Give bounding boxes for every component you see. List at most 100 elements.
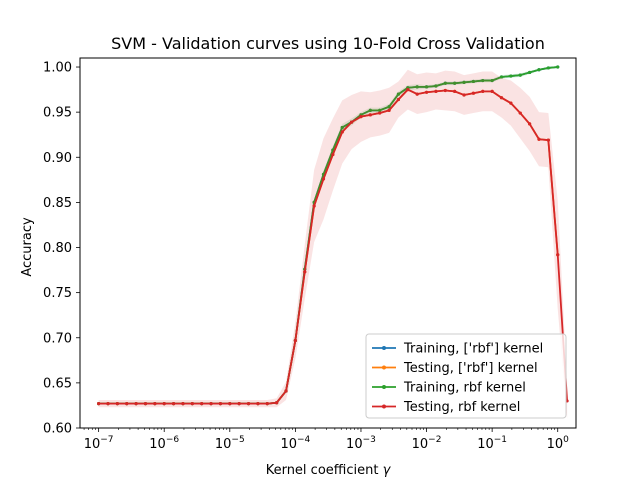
series-3-point bbox=[481, 89, 485, 93]
series-2-point bbox=[453, 81, 457, 85]
series-3-point bbox=[359, 115, 363, 119]
x-tick-label-base: 10 bbox=[547, 437, 564, 452]
x-tick-label-exponent: −7 bbox=[100, 435, 113, 445]
x-tick-label-base: 10 bbox=[346, 437, 363, 452]
x-tick-label-exponent: −1 bbox=[494, 435, 507, 445]
x-tick-label-base: 10 bbox=[149, 437, 166, 452]
series-3-point bbox=[275, 401, 279, 405]
legend-label: Testing, rbf kernel bbox=[403, 400, 520, 415]
legend-marker bbox=[382, 346, 386, 350]
series-3-point bbox=[312, 204, 316, 208]
series-3-point bbox=[387, 108, 391, 112]
series-2-point bbox=[387, 105, 391, 109]
series-2-point bbox=[378, 108, 382, 112]
x-tick-label-base: 10 bbox=[477, 437, 494, 452]
plot-area: 10−7 10−6 10−5 10−4 10−3 10−2 10−1 1000.600.650… bbox=[43, 57, 577, 452]
series-3-point bbox=[546, 138, 550, 142]
series-2-point bbox=[434, 84, 438, 88]
legend: Training, ['rbf'] kernel Testing, ['rbf']… bbox=[365, 333, 567, 419]
series-3-point bbox=[556, 253, 560, 257]
legend-marker bbox=[382, 404, 386, 409]
axes-frame bbox=[79, 57, 577, 429]
series-2-point bbox=[481, 78, 485, 83]
x-tick-label-exponent: −3 bbox=[363, 435, 376, 445]
x-axis-label-symbol: γ bbox=[383, 463, 392, 478]
series-2-point bbox=[518, 73, 522, 77]
series-2-point bbox=[546, 66, 550, 70]
x-tick-label: 10−3 bbox=[346, 435, 376, 452]
x-tick-label: 10−6 bbox=[149, 435, 179, 452]
series-3-point bbox=[537, 137, 541, 141]
series-3-point bbox=[115, 402, 119, 406]
series-3-point bbox=[143, 402, 148, 406]
series-3-point bbox=[499, 96, 504, 100]
series-3-point bbox=[490, 89, 494, 93]
x-tick-label-exponent: −4 bbox=[297, 435, 311, 445]
series-3-point bbox=[509, 101, 513, 105]
series-3-point bbox=[228, 402, 232, 406]
series-2-point bbox=[537, 68, 541, 72]
legend-marker bbox=[382, 365, 386, 370]
series-3-point bbox=[162, 402, 166, 406]
series-2-point bbox=[368, 108, 372, 112]
series-3-point bbox=[171, 402, 176, 406]
series-3-point bbox=[406, 87, 410, 92]
x-tick-label: 10−1 bbox=[477, 435, 507, 452]
series-3-point bbox=[350, 120, 354, 124]
series-2-point bbox=[443, 81, 447, 85]
series-3-point bbox=[246, 402, 251, 406]
x-tick-label-exponent: −6 bbox=[166, 435, 180, 445]
series-3-point bbox=[265, 402, 269, 406]
series-3-point bbox=[106, 402, 110, 406]
series-3-point bbox=[190, 402, 194, 406]
series-3-point bbox=[200, 402, 204, 406]
series-2-point bbox=[509, 74, 513, 78]
series-2-point bbox=[471, 79, 475, 84]
x-tick-label-exponent: 0 bbox=[563, 435, 569, 445]
legend-marker bbox=[382, 385, 386, 389]
x-tick-label: 10−7 bbox=[84, 435, 114, 452]
series-3-point bbox=[518, 111, 522, 115]
x-tick-label: 10−5 bbox=[215, 435, 245, 452]
series-3-point bbox=[134, 402, 138, 406]
chart-title: SVM - Validation curves using 10-Fold Cr… bbox=[111, 34, 545, 53]
y-tick-label: 0.60 bbox=[43, 422, 72, 437]
legend-label: Training, ['rbf'] kernel bbox=[403, 342, 543, 357]
x-axis-label: Kernel coefficient γ bbox=[266, 463, 392, 478]
series-2-point bbox=[396, 92, 401, 96]
series-3-point bbox=[284, 389, 288, 393]
y-tick-label: 1.00 bbox=[43, 61, 72, 76]
series-3-point bbox=[434, 89, 438, 93]
series-3-point bbox=[218, 402, 223, 406]
y-tick-label: 0.65 bbox=[43, 376, 72, 391]
legend-box bbox=[365, 333, 567, 419]
series-3-point bbox=[97, 402, 101, 406]
x-tick-label-base: 10 bbox=[412, 437, 429, 452]
x-tick-label: 10−4 bbox=[280, 435, 310, 452]
series-3-point bbox=[471, 91, 475, 95]
series-3-point bbox=[396, 97, 401, 102]
series-2-point bbox=[499, 75, 504, 79]
y-tick-label: 0.80 bbox=[43, 241, 72, 256]
series-3-point bbox=[256, 402, 260, 406]
series-3-point bbox=[424, 90, 429, 94]
series-3-point bbox=[237, 402, 241, 406]
series-3-point bbox=[181, 402, 185, 406]
series-2-point bbox=[340, 125, 344, 130]
legend-label: Training, rbf kernel bbox=[403, 381, 526, 396]
series-2-point bbox=[462, 80, 466, 84]
series-3-point bbox=[443, 88, 447, 93]
series-3-point bbox=[125, 402, 129, 406]
y-tick-label: 0.75 bbox=[43, 286, 72, 301]
legend-label: Testing, ['rbf'] kernel bbox=[403, 361, 538, 376]
y-axis-label: Accuracy bbox=[20, 217, 35, 277]
series-3-point bbox=[528, 122, 532, 126]
series-2-point bbox=[415, 85, 419, 89]
series-3-point bbox=[153, 402, 157, 406]
series-3-point bbox=[293, 338, 297, 343]
x-tick-label: 10−2 bbox=[412, 435, 442, 452]
series-2-point bbox=[528, 70, 532, 75]
x-tick-label-exponent: −5 bbox=[231, 435, 244, 445]
series-3-point bbox=[321, 177, 326, 181]
